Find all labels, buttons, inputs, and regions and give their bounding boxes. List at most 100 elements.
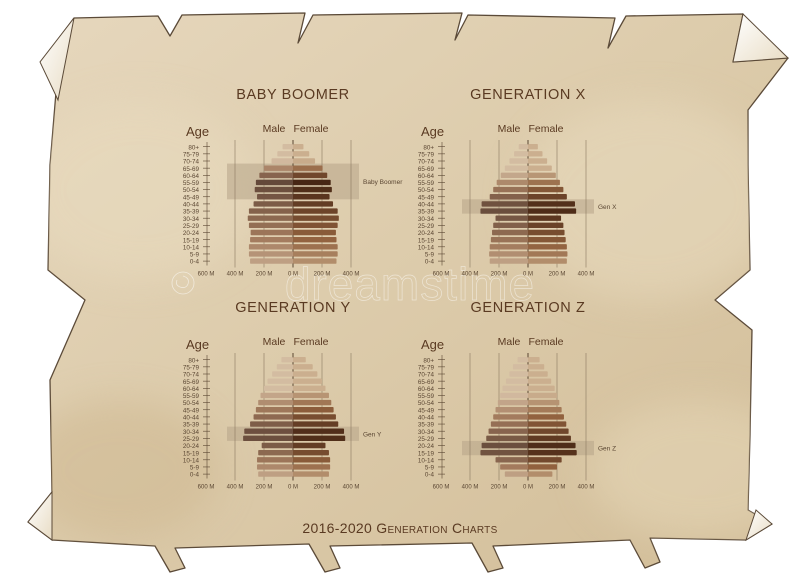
svg-text:70-74: 70-74 bbox=[418, 159, 435, 166]
svg-text:60-64: 60-64 bbox=[183, 173, 200, 180]
svg-text:400 M: 400 M bbox=[462, 485, 479, 491]
svg-text:600 M: 600 M bbox=[198, 272, 215, 278]
svg-text:400 M: 400 M bbox=[462, 272, 479, 278]
svg-text:0 M: 0 M bbox=[523, 485, 533, 491]
svg-text:15-19: 15-19 bbox=[183, 237, 200, 244]
svg-text:400 M: 400 M bbox=[343, 485, 360, 491]
svg-text:10-14: 10-14 bbox=[418, 244, 435, 251]
svg-text:45-49: 45-49 bbox=[183, 194, 200, 201]
svg-text:30-34: 30-34 bbox=[418, 216, 435, 223]
svg-text:25-29: 25-29 bbox=[418, 436, 435, 443]
svg-text:70-74: 70-74 bbox=[183, 159, 200, 166]
svg-text:80+: 80+ bbox=[188, 357, 199, 364]
svg-text:20-24: 20-24 bbox=[183, 230, 200, 237]
svg-text:Gen X: Gen X bbox=[598, 204, 617, 211]
svg-text:75-79: 75-79 bbox=[183, 364, 200, 371]
svg-text:200 M: 200 M bbox=[314, 272, 331, 278]
svg-text:75-79: 75-79 bbox=[418, 151, 435, 158]
svg-text:BABY BOOMER: BABY BOOMER bbox=[236, 87, 350, 103]
svg-text:200 M: 200 M bbox=[256, 485, 273, 491]
svg-text:600 M: 600 M bbox=[433, 272, 450, 278]
svg-text:5-9: 5-9 bbox=[190, 465, 200, 472]
svg-text:0 M: 0 M bbox=[288, 485, 298, 491]
svg-text:0 M: 0 M bbox=[523, 272, 533, 278]
svg-text:0-4: 0-4 bbox=[425, 472, 435, 479]
svg-text:65-69: 65-69 bbox=[418, 379, 435, 386]
svg-text:60-64: 60-64 bbox=[183, 386, 200, 393]
svg-text:GENERATION X: GENERATION X bbox=[470, 87, 586, 103]
svg-text:30-34: 30-34 bbox=[418, 429, 435, 436]
svg-text:Age: Age bbox=[186, 124, 209, 139]
svg-text:60-64: 60-64 bbox=[418, 173, 435, 180]
svg-text:35-39: 35-39 bbox=[418, 422, 435, 429]
svg-text:80+: 80+ bbox=[423, 357, 434, 364]
svg-text:Age: Age bbox=[186, 337, 209, 352]
svg-text:20-24: 20-24 bbox=[183, 443, 200, 450]
svg-text:0-4: 0-4 bbox=[190, 259, 200, 266]
svg-text:Male: Male bbox=[498, 123, 521, 135]
svg-text:15-19: 15-19 bbox=[418, 450, 435, 457]
svg-text:5-9: 5-9 bbox=[425, 465, 435, 472]
svg-text:0 M: 0 M bbox=[288, 272, 298, 278]
svg-text:200 M: 200 M bbox=[491, 272, 508, 278]
svg-text:Age: Age bbox=[421, 337, 444, 352]
svg-text:200 M: 200 M bbox=[256, 272, 273, 278]
svg-text:55-59: 55-59 bbox=[418, 180, 435, 187]
svg-text:0-4: 0-4 bbox=[425, 259, 435, 266]
svg-text:70-74: 70-74 bbox=[418, 372, 435, 379]
svg-text:35-39: 35-39 bbox=[418, 209, 435, 216]
svg-text:200 M: 200 M bbox=[549, 272, 566, 278]
svg-text:600 M: 600 M bbox=[433, 485, 450, 491]
svg-text:20-24: 20-24 bbox=[418, 443, 435, 450]
svg-text:75-79: 75-79 bbox=[418, 364, 435, 371]
svg-text:50-54: 50-54 bbox=[418, 400, 435, 407]
svg-text:400 M: 400 M bbox=[343, 272, 360, 278]
svg-text:50-54: 50-54 bbox=[418, 187, 435, 194]
svg-text:200 M: 200 M bbox=[549, 485, 566, 491]
svg-text:30-34: 30-34 bbox=[183, 216, 200, 223]
svg-text:25-29: 25-29 bbox=[183, 436, 200, 443]
svg-text:Female: Female bbox=[528, 336, 563, 348]
svg-text:20-24: 20-24 bbox=[418, 230, 435, 237]
svg-text:25-29: 25-29 bbox=[418, 223, 435, 230]
svg-text:10-14: 10-14 bbox=[183, 457, 200, 464]
svg-text:45-49: 45-49 bbox=[183, 407, 200, 414]
svg-text:70-74: 70-74 bbox=[183, 372, 200, 379]
svg-text:35-39: 35-39 bbox=[183, 422, 200, 429]
svg-text:200 M: 200 M bbox=[314, 485, 331, 491]
svg-text:45-49: 45-49 bbox=[418, 194, 435, 201]
svg-text:Gen Y: Gen Y bbox=[363, 431, 382, 438]
svg-text:50-54: 50-54 bbox=[183, 187, 200, 194]
svg-text:40-44: 40-44 bbox=[183, 202, 200, 209]
svg-text:Male: Male bbox=[263, 123, 286, 135]
svg-text:40-44: 40-44 bbox=[418, 415, 435, 422]
svg-text:65-69: 65-69 bbox=[183, 166, 200, 173]
svg-text:40-44: 40-44 bbox=[183, 415, 200, 422]
svg-text:80+: 80+ bbox=[188, 144, 199, 151]
svg-text:80+: 80+ bbox=[423, 144, 434, 151]
svg-text:10-14: 10-14 bbox=[418, 457, 435, 464]
svg-text:Baby Boomer: Baby Boomer bbox=[363, 179, 403, 186]
svg-text:25-29: 25-29 bbox=[183, 223, 200, 230]
svg-text:Female: Female bbox=[293, 336, 328, 348]
svg-text:Male: Male bbox=[498, 336, 521, 348]
svg-text:400 M: 400 M bbox=[578, 272, 595, 278]
svg-text:65-69: 65-69 bbox=[183, 379, 200, 386]
svg-text:200 M: 200 M bbox=[491, 485, 508, 491]
svg-text:Age: Age bbox=[421, 124, 444, 139]
svg-text:GENERATION Y: GENERATION Y bbox=[235, 300, 350, 316]
svg-text:GENERATION Z: GENERATION Z bbox=[471, 300, 586, 316]
svg-text:50-54: 50-54 bbox=[183, 400, 200, 407]
svg-text:55-59: 55-59 bbox=[418, 393, 435, 400]
svg-text:Female: Female bbox=[528, 123, 563, 135]
svg-text:5-9: 5-9 bbox=[190, 252, 200, 259]
svg-text:60-64: 60-64 bbox=[418, 386, 435, 393]
svg-text:30-34: 30-34 bbox=[183, 429, 200, 436]
svg-text:600 M: 600 M bbox=[198, 485, 215, 491]
svg-text:10-14: 10-14 bbox=[183, 244, 200, 251]
svg-text:400 M: 400 M bbox=[227, 485, 244, 491]
svg-text:55-59: 55-59 bbox=[183, 393, 200, 400]
svg-text:55-59: 55-59 bbox=[183, 180, 200, 187]
svg-text:400 M: 400 M bbox=[578, 485, 595, 491]
svg-text:15-19: 15-19 bbox=[183, 450, 200, 457]
